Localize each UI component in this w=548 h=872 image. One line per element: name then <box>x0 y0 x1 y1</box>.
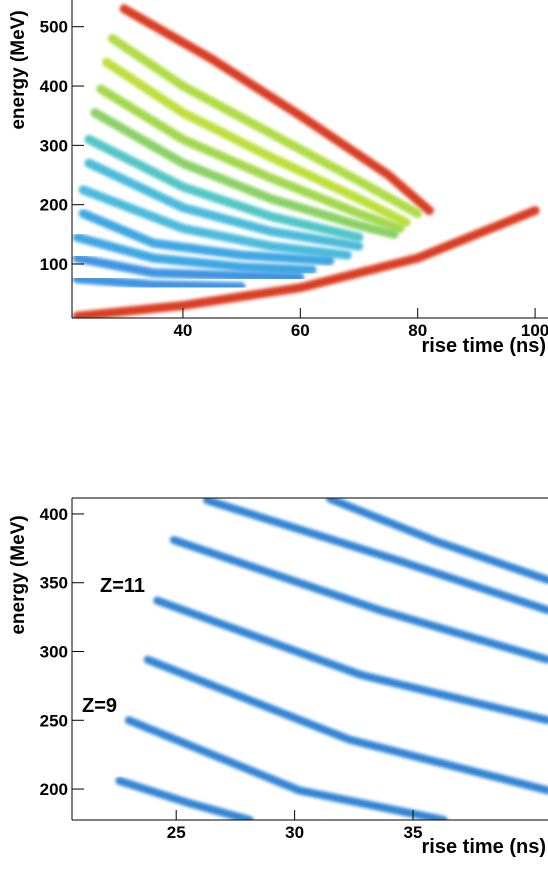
y-tick-label: 500 <box>40 18 68 37</box>
band <box>143 655 548 795</box>
y-tick-label: 200 <box>40 196 68 215</box>
y-tick-label: 350 <box>40 574 68 593</box>
band <box>90 108 399 239</box>
band <box>326 498 548 584</box>
plot-area <box>72 4 540 318</box>
band <box>108 34 423 219</box>
band <box>124 716 448 820</box>
x-tick-label: 35 <box>404 823 423 842</box>
y-axis-label: energy (MeV) <box>8 515 29 634</box>
annotation: Z=11 <box>100 575 145 597</box>
y-axis-label: energy (MeV) <box>8 10 29 129</box>
band <box>153 596 548 725</box>
x-tick-label: 60 <box>291 321 310 340</box>
band <box>72 253 305 282</box>
band <box>115 776 254 820</box>
x-tick-label: 30 <box>285 823 304 842</box>
y-tick-label: 100 <box>40 255 68 274</box>
band <box>78 209 335 266</box>
y-tick-label: 200 <box>40 780 68 799</box>
band <box>203 498 548 615</box>
y-tick-label: 250 <box>40 711 68 730</box>
band <box>119 4 434 216</box>
x-tick-label: 40 <box>173 321 192 340</box>
x-tick-label: 100 <box>521 321 548 340</box>
band <box>96 84 405 233</box>
x-tick-label: 80 <box>408 321 427 340</box>
plot-area <box>115 498 548 820</box>
x-axis-label: rise time (ns) <box>422 335 546 357</box>
band <box>72 232 317 275</box>
y-tick-label: 300 <box>40 136 68 155</box>
y-tick-label: 300 <box>40 643 68 662</box>
band <box>84 134 364 242</box>
band <box>102 57 411 227</box>
band <box>78 185 352 260</box>
band <box>72 274 247 292</box>
x-axis-label: rise time (ns) <box>422 836 546 858</box>
y-tick-label: 400 <box>40 505 68 524</box>
band <box>84 158 364 251</box>
x-tick-label: 25 <box>167 823 186 842</box>
band <box>169 536 548 664</box>
y-tick-label: 400 <box>40 77 68 96</box>
annotation: Z=9 <box>82 695 117 717</box>
band <box>72 206 540 318</box>
